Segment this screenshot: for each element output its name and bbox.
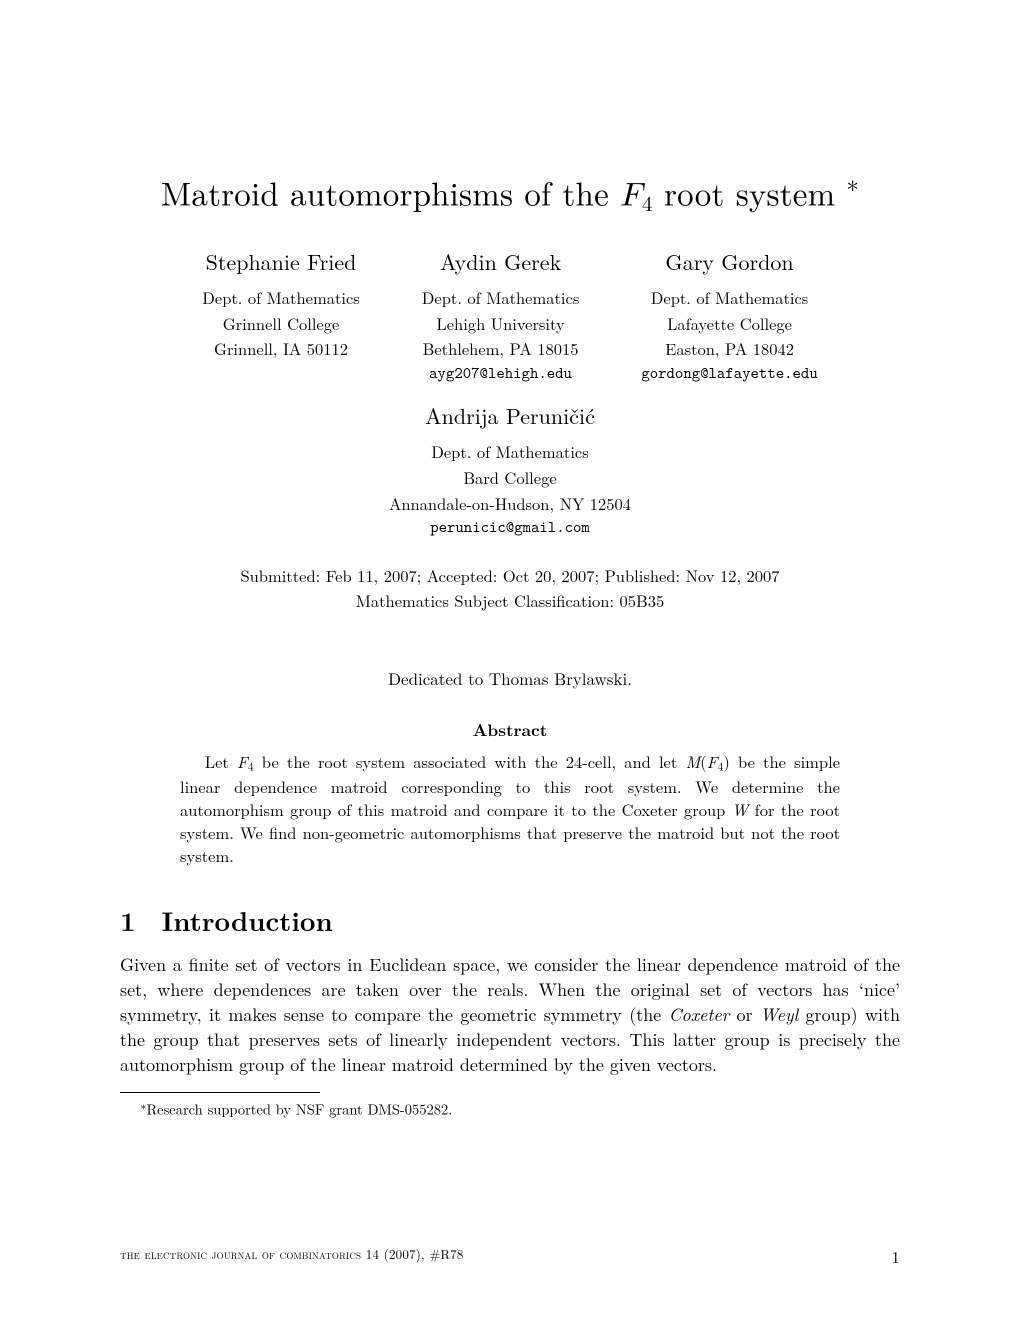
footer-page-number: 1	[892, 1244, 900, 1268]
abstract-heading: Abstract	[120, 718, 900, 742]
author-3-dept: Dept. of Mathematics	[641, 285, 817, 311]
footer-journal: the electronic journal of combinatorics …	[120, 1244, 464, 1268]
title-symbol: F	[620, 180, 642, 213]
authors-row: Stephanie Fried Dept. of Mathematics Gri…	[120, 246, 900, 386]
section-1-heading: 1 Introduction	[120, 900, 900, 939]
running-footer: the electronic journal of combinatorics …	[120, 1244, 900, 1268]
author-3-inst: Lafayette College	[641, 311, 817, 337]
abstract-body: Let F4 be the root system associated wit…	[180, 750, 840, 866]
title-pre: Matroid automorphisms of the	[161, 169, 620, 216]
author-3-loc: Easton, PA 18042	[641, 336, 817, 362]
author-1-loc: Grinnell, IA 50112	[202, 336, 360, 362]
title-subscript: 4	[642, 188, 653, 218]
author-1-dept: Dept. of Mathematics	[202, 285, 360, 311]
submission-line1: Submitted: Feb 11, 2007; Accepted: Oct 2…	[120, 563, 900, 588]
footnote-text: Research supported by NSF grant DMS-0552…	[146, 1099, 452, 1119]
paper-title: Matroid automorphisms of the F4 root sys…	[120, 165, 900, 218]
title-footnote-mark: ∗	[847, 165, 860, 200]
author-4: Andrija Peruničić Dept. of Mathematics B…	[120, 400, 900, 540]
section-1-title: Introduction	[162, 900, 333, 939]
author-4-dept: Dept. of Mathematics	[120, 439, 900, 465]
dedication: Dedicated to Thomas Brylawski.	[120, 666, 900, 690]
author-4-inst: Bard College	[120, 465, 900, 491]
section-1-number: 1	[120, 900, 136, 939]
author-2-email: ayg207@lehigh.edu	[422, 362, 580, 387]
author-3-email: gordong@lafayette.edu	[641, 362, 817, 387]
author-2-name: Aydin Gerek	[422, 246, 580, 277]
author-1: Stephanie Fried Dept. of Mathematics Gri…	[202, 246, 360, 386]
intro-paragraph: Given a finite set of vectors in Euclide…	[120, 953, 900, 1077]
author-1-name: Stephanie Fried	[202, 246, 360, 277]
submission-block: Submitted: Feb 11, 2007; Accepted: Oct 2…	[120, 563, 900, 613]
author-2-inst: Lehigh University	[422, 311, 580, 337]
submission-line2: Mathematics Subject Classification: 05B3…	[120, 588, 900, 613]
author-2-loc: Bethlehem, PA 18015	[422, 336, 580, 362]
author-4-email: perunicic@gmail.com	[120, 516, 900, 541]
author-3-name: Gary Gordon	[641, 246, 817, 277]
author-4-name: Andrija Peruničić	[120, 400, 900, 431]
footnote-rule	[120, 1092, 320, 1093]
author-2-dept: Dept. of Mathematics	[422, 285, 580, 311]
author-4-loc: Annandale-on-Hudson, NY 12504	[120, 491, 900, 517]
author-3: Gary Gordon Dept. of Mathematics Lafayet…	[641, 246, 817, 386]
title-post: root system	[653, 169, 847, 216]
page: Matroid automorphisms of the F4 root sys…	[0, 0, 1020, 1320]
footnote: ∗Research supported by NSF grant DMS-055…	[120, 1097, 900, 1120]
author-2: Aydin Gerek Dept. of Mathematics Lehigh …	[422, 246, 580, 386]
author-1-inst: Grinnell College	[202, 311, 360, 337]
